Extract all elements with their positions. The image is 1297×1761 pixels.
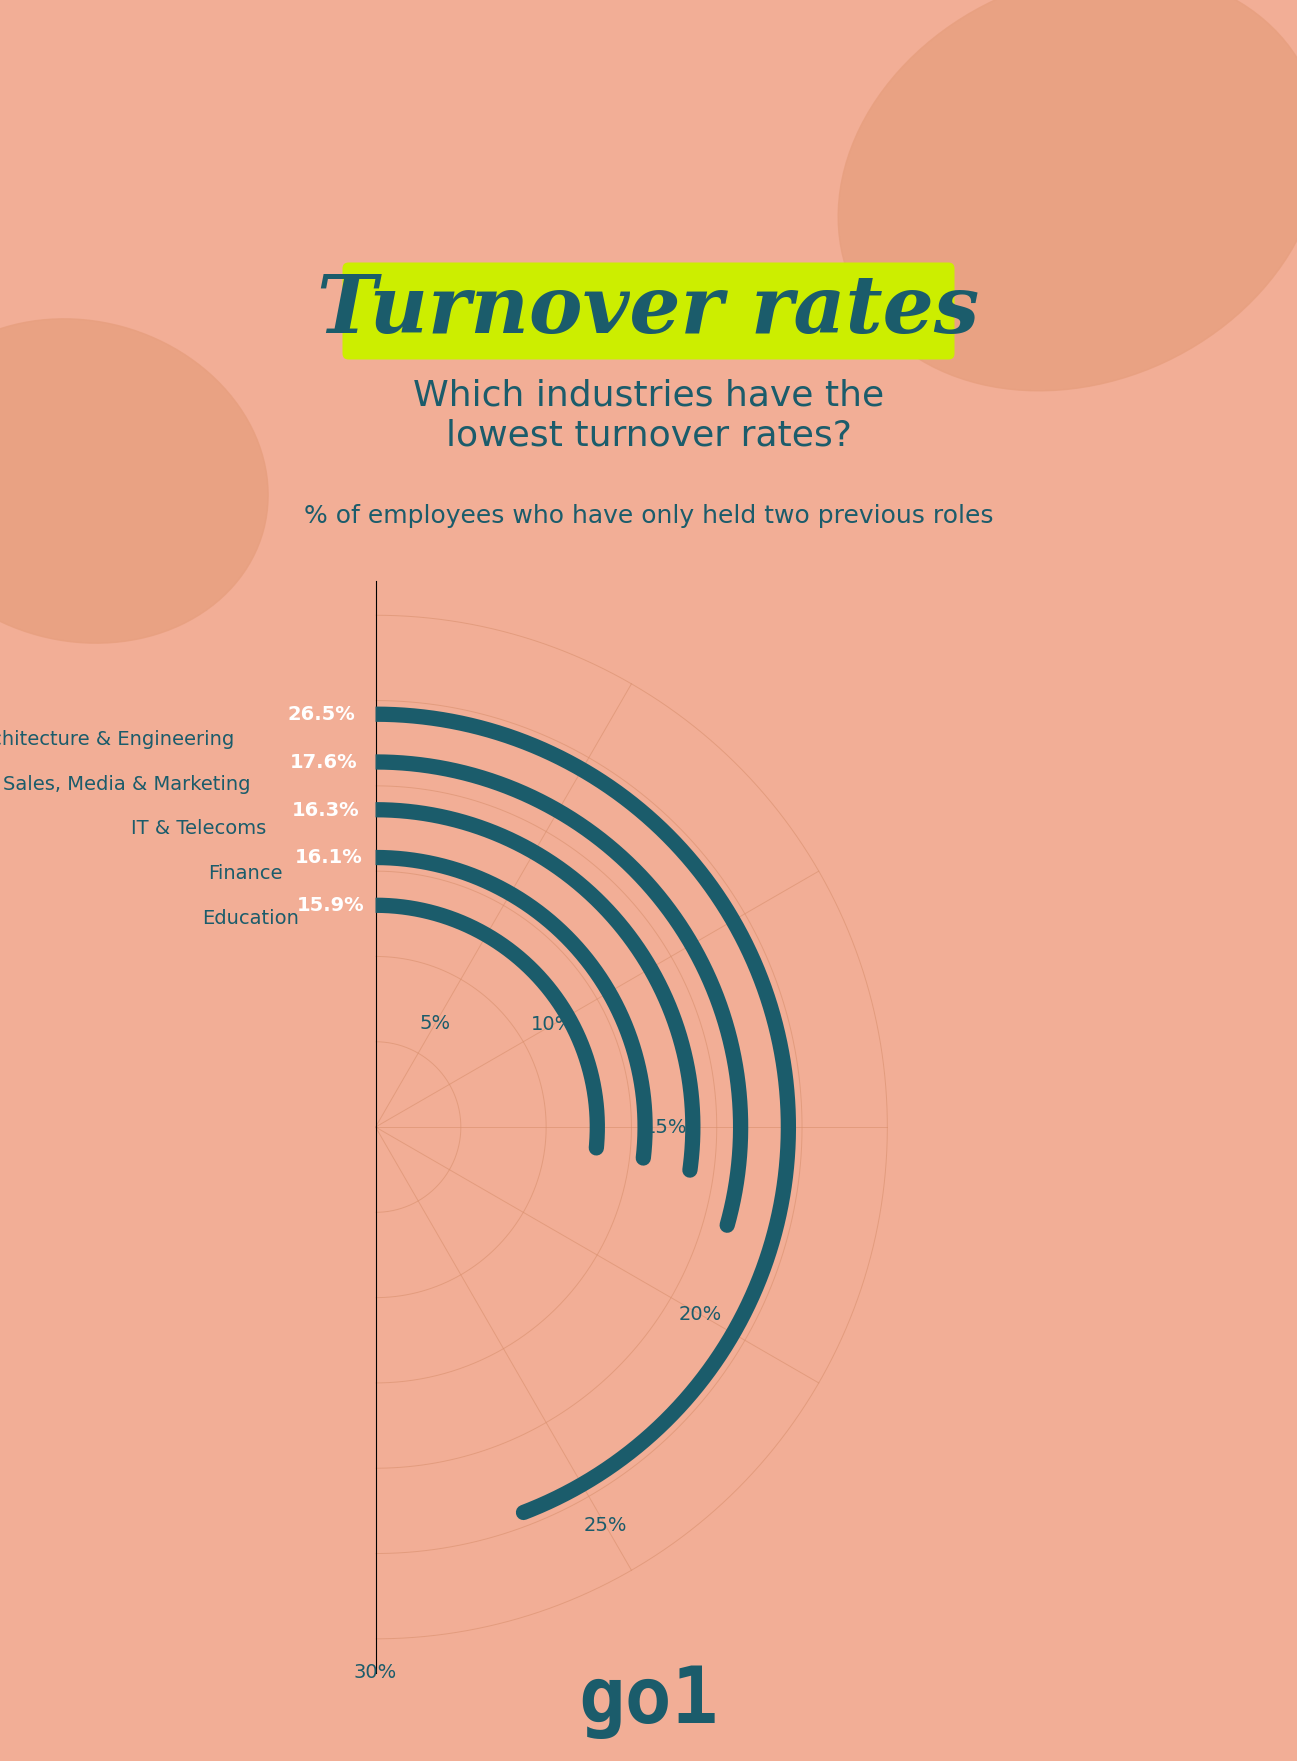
Text: Turnover rates: Turnover rates [318, 273, 979, 350]
Text: 30%: 30% [354, 1664, 397, 1682]
Text: lowest turnover rates?: lowest turnover rates? [446, 419, 851, 453]
FancyBboxPatch shape [342, 262, 955, 359]
Text: 25%: 25% [584, 1516, 628, 1536]
Text: 16.3%: 16.3% [292, 801, 359, 819]
Text: 15%: 15% [643, 1118, 687, 1136]
Text: Sales, Media & Marketing: Sales, Media & Marketing [3, 775, 250, 794]
Text: Which industries have the: Which industries have the [412, 379, 885, 414]
Text: 5%: 5% [420, 1014, 451, 1034]
Text: Architecture & Engineering: Architecture & Engineering [0, 729, 233, 748]
Text: 16.1%: 16.1% [294, 849, 362, 868]
Text: 20%: 20% [678, 1305, 722, 1324]
Text: go1: go1 [578, 1662, 719, 1740]
Text: 15.9%: 15.9% [297, 896, 364, 916]
Text: 26.5%: 26.5% [287, 704, 355, 724]
Text: IT & Telecoms: IT & Telecoms [131, 819, 267, 838]
Text: % of employees who have only held two previous roles: % of employees who have only held two pr… [303, 504, 994, 528]
Text: Education: Education [202, 909, 300, 928]
Ellipse shape [0, 319, 268, 643]
Ellipse shape [838, 0, 1297, 391]
Text: 17.6%: 17.6% [289, 754, 357, 771]
Text: 10%: 10% [532, 1014, 575, 1034]
Text: Finance: Finance [209, 865, 283, 884]
